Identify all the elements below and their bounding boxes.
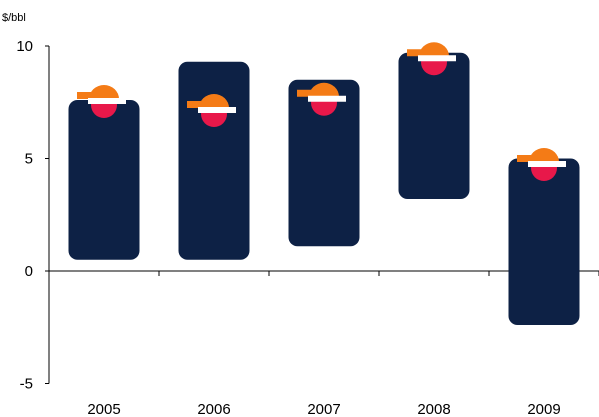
marker-brim [77, 92, 91, 99]
marker-brim [297, 89, 311, 97]
axes [45, 45, 599, 384]
range-bar [178, 61, 250, 260]
marker-brim [407, 49, 421, 57]
marker-dome [419, 42, 449, 57]
y-tick-label: 10 [16, 38, 33, 55]
x-category-label: 2005 [87, 401, 120, 417]
marker-dome [89, 85, 119, 99]
labels: 10 5 0 -5 2005 2006 2007 2008 2009 [16, 38, 560, 417]
marker-brim [187, 101, 201, 108]
range-bar [68, 100, 140, 260]
y-unit-label: $/bbl [2, 12, 26, 24]
x-category-label: 2006 [197, 401, 230, 417]
average-marker [297, 82, 346, 116]
markers [77, 42, 566, 181]
x-category-label: 2009 [527, 401, 560, 417]
marker-band [198, 107, 236, 113]
range-bar [508, 158, 580, 325]
marker-dome [309, 82, 339, 97]
marker-band [418, 55, 456, 62]
average-marker [517, 148, 566, 181]
x-category-label: 2007 [307, 401, 340, 417]
average-marker [77, 85, 126, 118]
average-marker [407, 42, 456, 76]
x-category-label: 2008 [417, 401, 450, 417]
marker-band [308, 95, 346, 102]
range-bar [288, 79, 360, 247]
marker-band [528, 161, 566, 167]
marker-band [88, 98, 126, 104]
y-tick-label: -5 [20, 376, 33, 393]
range-bar [398, 52, 470, 199]
marker-dome [199, 94, 229, 108]
y-tick-label: 5 [25, 151, 33, 168]
marker-brim [517, 155, 531, 162]
marker-dome [529, 148, 559, 162]
average-marker [187, 94, 236, 127]
y-tick-label: 0 [25, 263, 33, 280]
